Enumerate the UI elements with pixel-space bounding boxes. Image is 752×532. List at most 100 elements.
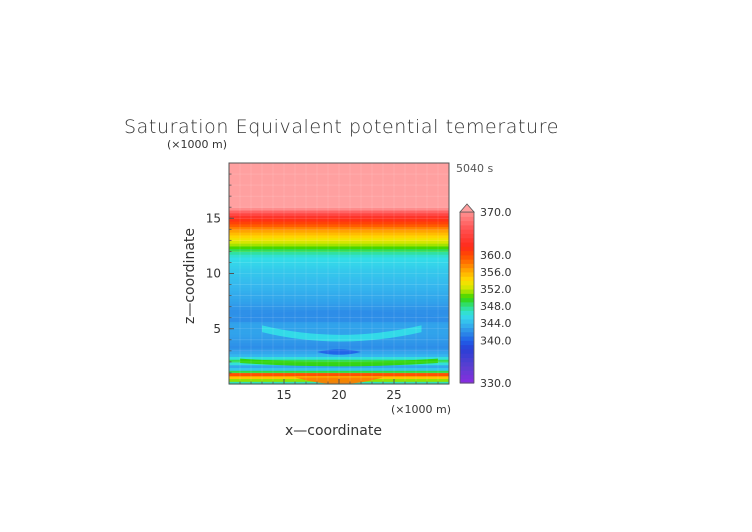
- x-axis-label: x—coordinate: [285, 423, 382, 439]
- contour-band: [229, 251, 449, 255]
- colorbar-segment: [460, 353, 474, 358]
- contour-band: [229, 325, 449, 330]
- colorbar-segment: [460, 340, 474, 346]
- colorbar-extend-arrow: [459, 203, 475, 213]
- contour-band: [229, 306, 449, 311]
- colorbar-segment: [460, 267, 474, 273]
- contour-band: [229, 367, 449, 371]
- colorbar-segment: [460, 318, 474, 324]
- colorbar-label: 356.0: [480, 266, 512, 279]
- colorbar-segment: [460, 284, 474, 290]
- contour-band: [229, 353, 449, 357]
- contour-band: [229, 243, 449, 247]
- contour-band: [229, 245, 449, 250]
- colorbar-segment: [460, 344, 474, 350]
- contour-band: [229, 323, 449, 327]
- contour-band: [229, 185, 449, 189]
- contour-feature: [240, 358, 438, 367]
- colorbar-segment: [460, 365, 474, 371]
- contour-band: [229, 174, 449, 178]
- contour-band: [229, 212, 449, 217]
- contour-band: [229, 221, 449, 225]
- colorbar-segment: [460, 216, 474, 222]
- contour-band: [229, 248, 449, 252]
- colorbar-segment: [460, 233, 474, 239]
- colorbar-label: 344.0: [480, 317, 512, 330]
- colorbar-segment: [460, 259, 474, 264]
- colorbar-segment: [460, 293, 474, 299]
- contour-band: [229, 356, 449, 360]
- contour-band: [229, 281, 449, 286]
- colorbar-segment: [460, 370, 474, 376]
- colorbar-segment: [460, 220, 474, 226]
- contour-band: [229, 218, 449, 222]
- contour-band: [229, 276, 449, 280]
- contour-band: [229, 301, 449, 305]
- colorbar-segment: [460, 263, 474, 269]
- contour-band: [229, 209, 449, 214]
- contour-band: [229, 320, 449, 324]
- contour-band: [229, 198, 449, 203]
- colorbar-segment: [460, 331, 474, 337]
- x-tick-label: 15: [276, 388, 291, 402]
- colorbar-segment: [460, 288, 474, 294]
- contour-band: [229, 165, 449, 170]
- x-tick-label: 20: [331, 388, 346, 402]
- colorbar-segment: [460, 271, 474, 277]
- contour-band: [229, 168, 449, 172]
- contour-band: [229, 237, 449, 241]
- contour-band: [229, 254, 449, 258]
- contour-band: [229, 270, 449, 275]
- y-tick-label: 5: [213, 322, 221, 336]
- colorbar-label: 370.0: [480, 206, 512, 219]
- contour-band: [229, 284, 449, 288]
- colorbar-segment: [460, 280, 474, 286]
- colorbar-segment: [460, 241, 474, 247]
- contour-band: [229, 298, 449, 302]
- colorbar-label: 330.0: [480, 377, 512, 390]
- contour-band: [229, 182, 449, 186]
- contour-band: [229, 232, 449, 236]
- contour-band: [229, 240, 449, 244]
- contour-band: [229, 265, 449, 269]
- colorbar-segment: [460, 301, 474, 307]
- contour-band: [229, 204, 449, 208]
- contour-band: [229, 331, 449, 335]
- colorbar-label: 360.0: [480, 249, 512, 262]
- colorbar-segment: [460, 237, 474, 243]
- contour-band: [229, 229, 449, 233]
- colorbar-label: 340.0: [480, 334, 512, 347]
- y-axis-label: z—coordinate: [182, 227, 198, 325]
- colorbar-segment: [460, 250, 474, 256]
- colorbar-label: 348.0: [480, 300, 512, 313]
- colorbar-segment: [460, 335, 474, 341]
- contour-band: [229, 187, 449, 192]
- contour-band: [229, 171, 449, 175]
- colorbar-segment: [460, 357, 474, 363]
- contour-band: [229, 295, 449, 299]
- chart-title: Saturation Equivalent potential temeratu…: [124, 116, 559, 138]
- contour-band: [229, 234, 449, 239]
- contour-band: [229, 190, 449, 194]
- contour-band: [229, 226, 449, 230]
- time-label: 5040 s: [456, 162, 494, 175]
- contour-band: [229, 328, 449, 333]
- contour-band: [229, 364, 449, 369]
- colorbar-segment: [460, 297, 474, 303]
- colorbar-segment: [460, 254, 474, 260]
- contour-band: [229, 259, 449, 264]
- contour-band: [229, 176, 449, 181]
- colorbar-segment: [460, 327, 474, 333]
- contour-band: [229, 215, 449, 219]
- colorbar-segment: [460, 276, 474, 281]
- colorbar-segment: [460, 323, 474, 329]
- contour-band: [229, 370, 449, 374]
- contour-band: [229, 196, 449, 200]
- contour-band: [229, 342, 449, 346]
- contour-band: [229, 279, 449, 283]
- colorbar-segment: [460, 361, 474, 367]
- y-axis-unit: (×1000 m): [167, 138, 228, 151]
- contour-band: [229, 287, 449, 291]
- contour-band: [229, 339, 449, 344]
- contour-feature: [317, 349, 361, 355]
